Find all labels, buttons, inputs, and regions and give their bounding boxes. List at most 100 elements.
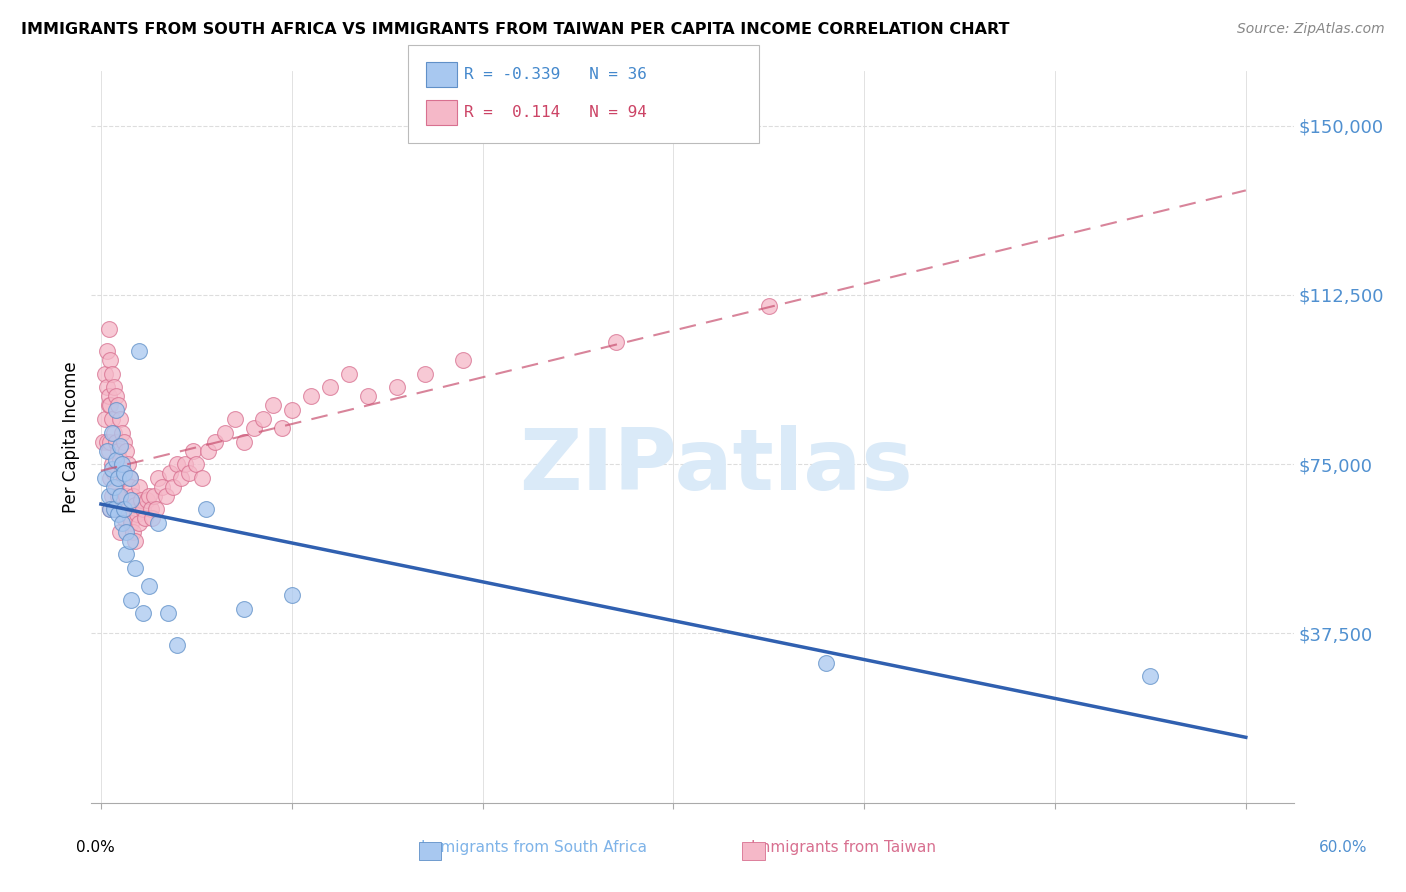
Point: [101, 489, 124, 503]
Point: [128, 480, 150, 494]
Point: [111, 457, 134, 471]
Point: [103, 480, 125, 494]
Point: [281, 403, 304, 417]
Point: [166, 638, 188, 652]
Point: [114, 489, 136, 503]
Point: [271, 421, 294, 435]
Point: [385, 380, 408, 394]
Point: [103, 466, 125, 480]
Point: [111, 516, 134, 530]
Point: [186, 457, 208, 471]
Point: [105, 480, 128, 494]
Point: [111, 461, 134, 475]
Point: [111, 502, 134, 516]
Point: [815, 656, 838, 670]
Text: R = -0.339   N = 36: R = -0.339 N = 36: [464, 67, 647, 81]
Point: [96, 434, 118, 449]
Point: [93, 367, 115, 381]
Point: [105, 403, 128, 417]
Point: [108, 489, 131, 503]
Point: [103, 502, 125, 516]
Point: [96, 380, 118, 394]
Point: [96, 443, 118, 458]
Point: [111, 425, 134, 440]
Point: [121, 516, 143, 530]
Point: [108, 452, 131, 467]
Point: [145, 502, 167, 516]
Point: [605, 335, 627, 350]
Point: [118, 533, 141, 548]
Point: [155, 489, 177, 503]
Point: [117, 502, 139, 516]
Point: [233, 434, 256, 449]
Point: [97, 322, 120, 336]
Point: [100, 502, 122, 516]
Point: [96, 344, 118, 359]
Point: [214, 425, 236, 440]
Point: [121, 480, 143, 494]
Point: [124, 533, 146, 548]
Point: [107, 399, 129, 413]
Point: [93, 471, 115, 485]
Point: [281, 588, 304, 602]
Point: [101, 461, 124, 475]
Point: [114, 548, 136, 562]
Point: [107, 489, 129, 503]
Point: [138, 489, 160, 503]
Point: [177, 466, 200, 480]
Point: [105, 389, 128, 403]
Point: [108, 489, 131, 503]
Point: [122, 524, 145, 539]
Point: [150, 480, 173, 494]
Point: [100, 399, 122, 413]
Point: [166, 457, 188, 471]
Text: IMMIGRANTS FROM SOUTH AFRICA VS IMMIGRANTS FROM TAIWAN PER CAPITA INCOME CORRELA: IMMIGRANTS FROM SOUTH AFRICA VS IMMIGRAN…: [21, 22, 1010, 37]
Point: [139, 502, 162, 516]
Point: [224, 412, 246, 426]
Point: [132, 502, 155, 516]
Point: [112, 434, 135, 449]
Point: [114, 524, 136, 539]
Point: [262, 399, 284, 413]
Point: [112, 471, 135, 485]
Point: [108, 524, 131, 539]
Point: [117, 457, 139, 471]
Point: [252, 412, 274, 426]
Point: [162, 480, 184, 494]
Point: [97, 443, 120, 458]
Point: [114, 443, 136, 458]
Point: [1139, 669, 1161, 683]
Point: [93, 412, 115, 426]
Point: [105, 452, 128, 467]
Point: [174, 457, 197, 471]
Point: [101, 425, 124, 440]
Point: [108, 439, 131, 453]
Text: 60.0%: 60.0%: [1319, 840, 1367, 855]
Point: [138, 579, 160, 593]
Point: [107, 471, 129, 485]
Point: [118, 471, 141, 485]
Point: [242, 421, 264, 435]
Point: [121, 592, 143, 607]
Text: ZIPatlas: ZIPatlas: [520, 425, 914, 508]
Point: [122, 489, 145, 503]
Text: Immigrants from South Africa: Immigrants from South Africa: [422, 840, 647, 855]
Point: [453, 353, 475, 368]
Point: [141, 511, 163, 525]
Point: [105, 434, 128, 449]
Point: [100, 502, 122, 516]
Point: [121, 493, 143, 508]
Point: [91, 434, 114, 449]
Point: [299, 389, 322, 403]
Point: [107, 507, 129, 521]
Point: [132, 606, 155, 620]
Point: [127, 507, 149, 521]
Point: [146, 516, 169, 530]
Point: [108, 412, 131, 426]
Point: [112, 511, 135, 525]
Point: [758, 299, 780, 313]
Point: [97, 489, 120, 503]
Point: [146, 471, 169, 485]
Point: [156, 606, 179, 620]
Point: [101, 457, 124, 471]
